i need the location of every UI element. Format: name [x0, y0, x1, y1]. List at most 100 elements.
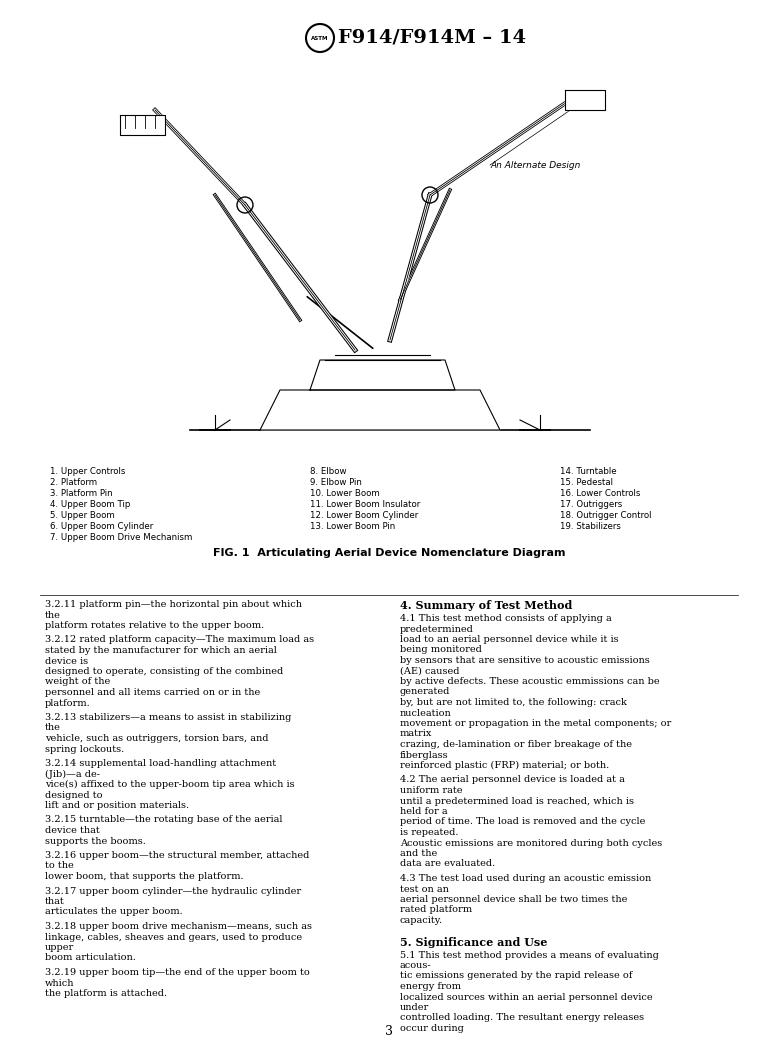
Text: 3.2.15 turntable—the rotating base of the aerial: 3.2.15 turntable—the rotating base of th…: [45, 815, 282, 824]
Text: load to an aerial personnel device while it is: load to an aerial personnel device while…: [400, 635, 619, 644]
Text: generated: generated: [400, 687, 450, 696]
Text: designed to: designed to: [45, 790, 103, 799]
Text: by active defects. These acoustic emmissions can be: by active defects. These acoustic emmiss…: [400, 677, 660, 686]
Text: is repeated.: is repeated.: [400, 828, 458, 837]
Text: device is: device is: [45, 657, 88, 665]
Text: 14. Turntable: 14. Turntable: [560, 467, 617, 476]
Text: controlled loading. The resultant energy releases: controlled loading. The resultant energy…: [400, 1014, 644, 1022]
Text: 3. Platform Pin: 3. Platform Pin: [50, 489, 113, 498]
Text: 18. Outrigger Control: 18. Outrigger Control: [560, 511, 651, 520]
Text: (AE) caused: (AE) caused: [400, 666, 460, 676]
Text: vehicle, such as outriggers, torsion bars, and: vehicle, such as outriggers, torsion bar…: [45, 734, 268, 743]
Text: An Alternate Design: An Alternate Design: [490, 160, 580, 170]
Text: the platform is attached.: the platform is attached.: [45, 989, 167, 998]
Text: 3.2.18 upper boom drive mechanism—means, such as: 3.2.18 upper boom drive mechanism—means,…: [45, 922, 312, 931]
Text: ASTM: ASTM: [311, 35, 329, 41]
Text: 3.2.12 rated platform capacity—The maximum load as: 3.2.12 rated platform capacity—The maxim…: [45, 635, 314, 644]
Text: 4. Summary of Test Method: 4. Summary of Test Method: [400, 600, 573, 611]
Text: designed to operate, consisting of the combined: designed to operate, consisting of the c…: [45, 667, 283, 676]
Text: tic emissions generated by the rapid release of: tic emissions generated by the rapid rel…: [400, 971, 633, 981]
Text: until a predetermined load is reached, which is: until a predetermined load is reached, w…: [400, 796, 634, 806]
Text: linkage, cables, sheaves and gears, used to produce: linkage, cables, sheaves and gears, used…: [45, 933, 302, 941]
Text: 4.3 The test load used during an acoustic emission: 4.3 The test load used during an acousti…: [400, 874, 651, 883]
Text: energy from: energy from: [400, 982, 461, 991]
Text: test on an: test on an: [400, 885, 449, 893]
Polygon shape: [120, 115, 165, 135]
Text: personnel and all items carried on or in the: personnel and all items carried on or in…: [45, 688, 261, 697]
Text: uniform rate: uniform rate: [400, 786, 462, 795]
Text: lift and or position materials.: lift and or position materials.: [45, 801, 189, 810]
Text: predetermined: predetermined: [400, 625, 474, 634]
Text: 16. Lower Controls: 16. Lower Controls: [560, 489, 640, 498]
Text: aerial personnel device shall be two times the: aerial personnel device shall be two tim…: [400, 895, 627, 904]
Text: the: the: [45, 610, 61, 619]
Text: 19. Stabilizers: 19. Stabilizers: [560, 522, 621, 531]
Text: which: which: [45, 979, 75, 988]
Text: and the: and the: [400, 849, 437, 858]
Text: by, but are not limited to, the following: crack: by, but are not limited to, the followin…: [400, 699, 627, 707]
Text: data are evaluated.: data are evaluated.: [400, 860, 496, 868]
Text: 4.2 The aerial personnel device is loaded at a: 4.2 The aerial personnel device is loade…: [400, 776, 625, 785]
Polygon shape: [565, 90, 605, 110]
Text: (Jib)—a de-: (Jib)—a de-: [45, 769, 100, 779]
Text: 12. Lower Boom Cylinder: 12. Lower Boom Cylinder: [310, 511, 419, 520]
Text: 9. Elbow Pin: 9. Elbow Pin: [310, 478, 362, 487]
Text: 5. Significance and Use: 5. Significance and Use: [400, 937, 548, 947]
Polygon shape: [310, 360, 455, 390]
Text: occur during: occur during: [400, 1024, 464, 1033]
Text: lower boom, that supports the platform.: lower boom, that supports the platform.: [45, 872, 244, 881]
Text: 13. Lower Boom Pin: 13. Lower Boom Pin: [310, 522, 395, 531]
Text: held for a: held for a: [400, 807, 447, 816]
Text: acous-: acous-: [400, 961, 432, 970]
Text: to the: to the: [45, 862, 74, 870]
Text: spring lockouts.: spring lockouts.: [45, 744, 124, 754]
Text: period of time. The load is removed and the cycle: period of time. The load is removed and …: [400, 817, 646, 827]
Text: FIG. 1  Articulating Aerial Device Nomenclature Diagram: FIG. 1 Articulating Aerial Device Nomenc…: [212, 548, 566, 558]
Text: 15. Pedestal: 15. Pedestal: [560, 478, 613, 487]
Text: fiberglass: fiberglass: [400, 751, 449, 760]
Text: movement or propagation in the metal components; or: movement or propagation in the metal com…: [400, 719, 671, 728]
Text: weight of the: weight of the: [45, 678, 110, 686]
Polygon shape: [260, 390, 500, 430]
Text: under: under: [400, 1002, 429, 1012]
Text: reinforced plastic (FRP) material; or both.: reinforced plastic (FRP) material; or bo…: [400, 761, 609, 770]
Text: localized sources within an aerial personnel device: localized sources within an aerial perso…: [400, 992, 653, 1001]
Text: 3.2.14 supplemental load-handling attachment: 3.2.14 supplemental load-handling attach…: [45, 759, 276, 768]
Text: Acoustic emissions are monitored during both cycles: Acoustic emissions are monitored during …: [400, 838, 662, 847]
Text: stated by the manufacturer for which an aerial: stated by the manufacturer for which an …: [45, 646, 277, 655]
Text: articulates the upper boom.: articulates the upper boom.: [45, 908, 183, 916]
Text: 5. Upper Boom: 5. Upper Boom: [50, 511, 114, 520]
Text: F914/F914M – 14: F914/F914M – 14: [338, 29, 526, 47]
Text: capacity.: capacity.: [400, 916, 443, 925]
Text: 3.2.16 upper boom—the structural member, attached: 3.2.16 upper boom—the structural member,…: [45, 850, 310, 860]
Text: 3.2.17 upper boom cylinder—the hydraulic cylinder: 3.2.17 upper boom cylinder—the hydraulic…: [45, 887, 301, 895]
Text: supports the booms.: supports the booms.: [45, 837, 146, 845]
Text: 6. Upper Boom Cylinder: 6. Upper Boom Cylinder: [50, 522, 153, 531]
Text: 3.2.13 stabilizers—a means to assist in stabilizing: 3.2.13 stabilizers—a means to assist in …: [45, 713, 292, 722]
Text: that: that: [45, 897, 65, 906]
Text: 3.2.11 platform pin—the horizontal pin about which: 3.2.11 platform pin—the horizontal pin a…: [45, 600, 302, 609]
Text: 1. Upper Controls: 1. Upper Controls: [50, 467, 125, 476]
Text: platform rotates relative to the upper boom.: platform rotates relative to the upper b…: [45, 621, 265, 630]
Text: by sensors that are sensitive to acoustic emissions: by sensors that are sensitive to acousti…: [400, 656, 650, 665]
Text: being monitored: being monitored: [400, 645, 482, 655]
Text: rated platform: rated platform: [400, 906, 472, 914]
Text: matrix: matrix: [400, 730, 433, 738]
Text: nucleation: nucleation: [400, 709, 452, 717]
Text: boom articulation.: boom articulation.: [45, 954, 136, 963]
Text: 3: 3: [385, 1025, 393, 1038]
Text: 5.1 This test method provides a means of evaluating: 5.1 This test method provides a means of…: [400, 950, 659, 960]
Text: 2. Platform: 2. Platform: [50, 478, 97, 487]
Text: device that: device that: [45, 826, 100, 835]
Text: vice(s) affixed to the upper-boom tip area which is: vice(s) affixed to the upper-boom tip ar…: [45, 780, 295, 789]
Text: platform.: platform.: [45, 699, 91, 708]
Text: 4. Upper Boom Tip: 4. Upper Boom Tip: [50, 500, 131, 509]
Text: 10. Lower Boom: 10. Lower Boom: [310, 489, 380, 498]
Text: 7. Upper Boom Drive Mechanism: 7. Upper Boom Drive Mechanism: [50, 533, 192, 542]
Text: 8. Elbow: 8. Elbow: [310, 467, 346, 476]
Text: 11. Lower Boom Insulator: 11. Lower Boom Insulator: [310, 500, 420, 509]
Text: crazing, de-lamination or fiber breakage of the: crazing, de-lamination or fiber breakage…: [400, 740, 632, 750]
Text: 4.1 This test method consists of applying a: 4.1 This test method consists of applyin…: [400, 614, 612, 623]
Text: 3.2.19 upper boom tip—the end of the upper boom to: 3.2.19 upper boom tip—the end of the upp…: [45, 968, 310, 977]
Text: 17. Outriggers: 17. Outriggers: [560, 500, 622, 509]
